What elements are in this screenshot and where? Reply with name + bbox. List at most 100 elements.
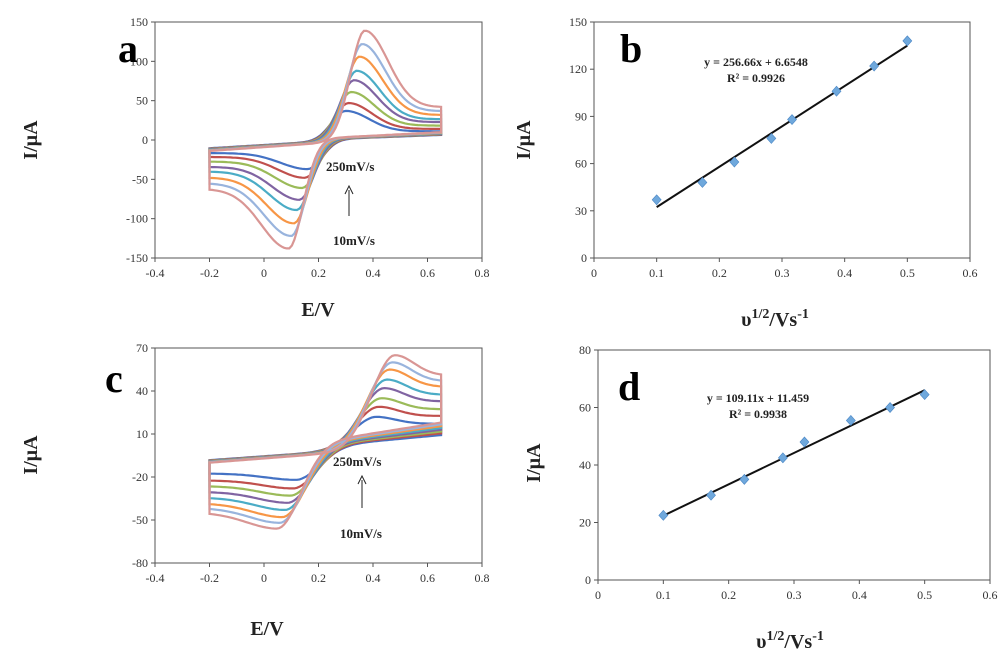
scan-rate-arrowhead	[344, 184, 354, 195]
x-axis-label-main: υ	[756, 631, 766, 653]
x-axis-label-sup2: -1	[812, 629, 824, 644]
x-tick-label: 0.6	[420, 571, 435, 585]
cv-series-line-8	[208, 354, 443, 530]
panel-letter: d	[618, 364, 640, 409]
x-tick-label: -0.4	[146, 571, 165, 585]
x-tick-label: 0.8	[475, 266, 490, 280]
fit-equation: y = 109.11x + 11.459	[707, 391, 809, 405]
panel-letter: b	[620, 26, 642, 71]
y-axis-label: I/μA	[523, 443, 545, 483]
scan-rate-arrowhead	[357, 474, 367, 485]
x-tick-label: 0.3	[775, 266, 790, 280]
y-tick-label: 60	[579, 401, 591, 415]
x-tick-label: 0	[261, 571, 267, 585]
y-tick-label: -80	[132, 556, 148, 570]
linear-fit-line	[662, 389, 926, 517]
x-axis-label-tail: /Vs	[768, 309, 797, 331]
y-tick-label: 120	[569, 62, 587, 76]
y-tick-label: 0	[581, 251, 587, 265]
data-point-5	[787, 114, 797, 125]
x-tick-label: 0.6	[983, 588, 998, 602]
x-tick-label: 0	[591, 266, 597, 280]
y-tick-label: 10	[136, 427, 148, 441]
fit-r-squared: R² = 0.9926	[727, 71, 785, 85]
scan-rate-high-label: 250mV/s	[333, 454, 381, 469]
plot-area-frame	[597, 349, 991, 581]
y-tick-label: 50	[136, 94, 148, 108]
x-tick-label: 0.1	[656, 588, 671, 602]
x-axis-label: E/V	[250, 618, 284, 640]
data-point-4	[777, 452, 788, 464]
data-point-2	[706, 489, 716, 501]
x-tick-label: 0.5	[900, 266, 915, 280]
x-tick-label: 0.4	[837, 266, 852, 280]
x-axis-label-main: υ	[741, 309, 751, 331]
y-tick-label: 150	[569, 15, 587, 29]
y-tick-label: 40	[136, 384, 148, 398]
x-axis-label: υ1/2/Vs-1	[756, 629, 824, 653]
y-tick-label: -20	[132, 470, 148, 484]
y-axis-label: I/μA	[20, 435, 42, 475]
chart-panel-b: 0 30 60 90 120 150 0 0.1 0.2 0.3 0.4 0.5 0.6 b I/μA υ1/…	[513, 15, 978, 331]
x-tick-label: 0.4	[366, 571, 381, 585]
y-tick-label: 30	[575, 204, 587, 218]
x-axis-label: E/V	[301, 299, 335, 321]
y-tick-label: 0	[142, 133, 148, 147]
data-point-1	[651, 194, 662, 206]
x-tick-label: 0.3	[787, 588, 802, 602]
x-tick-label: 0.2	[712, 266, 727, 280]
chart-panel-c: -80 -50 -20 10 40 70 -0.4 -0.2 0 0.2 0.4 0.6 0.8 c I/μ…	[20, 341, 490, 640]
cv-series-line-8	[208, 29, 443, 250]
y-tick-label: 90	[575, 109, 587, 123]
y-tick-label: -150	[126, 251, 148, 265]
x-tick-label: 0	[595, 588, 601, 602]
x-tick-label: 0.2	[311, 571, 326, 585]
panel-letter: a	[118, 26, 138, 71]
x-tick-label: -0.2	[200, 571, 219, 585]
linear-fit-line	[656, 44, 908, 208]
x-tick-label: 0.8	[475, 571, 490, 585]
fit-r-squared: R² = 0.9938	[729, 407, 787, 421]
data-point-6	[831, 85, 842, 97]
y-axis-label: I/μA	[513, 120, 535, 160]
x-tick-label: -0.2	[200, 266, 219, 280]
y-tick-label: -50	[132, 172, 148, 186]
y-tick-label: 150	[130, 15, 148, 29]
cv-series-line-2	[208, 405, 443, 490]
data-point-7	[869, 60, 880, 72]
y-tick-label: 0	[585, 573, 591, 587]
data-point-6	[845, 414, 856, 426]
data-point-1	[658, 509, 669, 521]
x-tick-label: -0.4	[146, 266, 165, 280]
y-tick-label: -100	[126, 212, 148, 226]
y-tick-label: 60	[575, 157, 587, 171]
y-tick-label: 40	[579, 458, 591, 472]
chart-panel-a: -150 -100 -50 0 50 100 150 -0.4 -0.2 0 0.2 0.4 0.6 0.…	[20, 15, 490, 321]
x-axis-label-sup: 1/2	[752, 307, 770, 322]
chart-panel-d: 0 20 40 60 80 0 0.1 0.2 0.3 0.4 0.5 0.6 d I/μA υ1/2/Vs…	[523, 343, 998, 653]
x-tick-label: 0.1	[649, 266, 664, 280]
scan-rate-low-label: 10mV/s	[333, 233, 375, 248]
panel-letter: c	[105, 356, 123, 401]
x-tick-label: 0.4	[852, 588, 867, 602]
x-axis-label: υ1/2/Vs-1	[741, 307, 809, 331]
x-tick-label: 0.6	[420, 266, 435, 280]
y-tick-label: 80	[579, 343, 591, 357]
data-point-2	[697, 177, 708, 188]
y-tick-label: 70	[136, 341, 148, 355]
x-tick-label: 0.5	[917, 588, 932, 602]
y-tick-label: -50	[132, 513, 148, 527]
scan-rate-high-label: 250mV/s	[326, 159, 374, 174]
fit-equation: y = 256.66x + 6.6548	[704, 55, 808, 69]
data-point-8	[902, 35, 913, 47]
x-axis-label-sup: 1/2	[767, 629, 785, 644]
x-tick-label: 0.6	[963, 266, 978, 280]
x-axis-label-tail: /Vs	[783, 631, 812, 653]
x-tick-label: 0	[261, 266, 267, 280]
scan-rate-low-label: 10mV/s	[340, 526, 382, 541]
data-point-4	[766, 132, 777, 144]
x-tick-label: 0.4	[366, 266, 381, 280]
data-point-3	[729, 156, 740, 168]
data-point-5	[799, 436, 810, 448]
